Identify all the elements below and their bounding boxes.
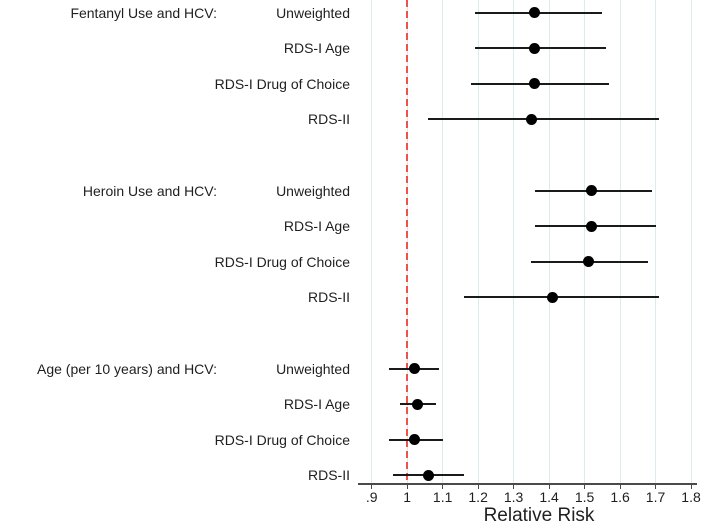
row-label: RDS-I Age <box>283 40 350 57</box>
axis-tick-label: 1 <box>403 489 412 505</box>
point-estimate-marker <box>408 363 420 375</box>
row-label: Unweighted <box>276 360 350 377</box>
axis-tick-label: 1.1 <box>432 489 453 505</box>
row-label: RDS-II <box>308 111 350 128</box>
row-label: RDS-I Age <box>283 218 350 235</box>
axis-tick-label: 1.3 <box>503 489 524 505</box>
row-label: RDS-II <box>308 467 350 484</box>
gridline <box>619 0 621 483</box>
row-label: RDS-I Drug of Choice <box>214 431 350 448</box>
axis-tick <box>584 484 586 489</box>
point-estimate-marker <box>586 185 598 197</box>
point-estimate-marker <box>529 78 541 90</box>
axis-tick <box>371 484 373 489</box>
axis-tick <box>406 484 408 489</box>
gridline <box>371 0 373 483</box>
confidence-interval-line <box>471 82 610 85</box>
x-axis-line <box>358 482 697 485</box>
point-estimate-marker <box>547 291 559 303</box>
point-estimate-marker <box>529 7 541 19</box>
axis-tick <box>655 484 657 489</box>
axis-tick <box>477 484 479 489</box>
row-label: Unweighted <box>276 4 350 21</box>
gridline <box>513 0 515 483</box>
point-estimate-marker <box>408 434 420 446</box>
reference-line <box>406 0 409 483</box>
axis-tick-label: 1.8 <box>681 489 701 505</box>
axis-tick <box>690 484 692 489</box>
confidence-interval-line <box>463 296 660 299</box>
point-estimate-marker <box>582 256 594 268</box>
axis-tick <box>619 484 621 489</box>
point-estimate-marker <box>529 42 541 54</box>
group-label: Age (per 10 years) and HCV: <box>36 360 217 377</box>
gridline <box>655 0 657 483</box>
gridline <box>584 0 586 483</box>
point-estimate-marker <box>422 469 434 481</box>
axis-tick-label: 1.7 <box>645 489 666 505</box>
row-label: RDS-I Drug of Choice <box>214 253 350 270</box>
row-label: RDS-I Age <box>283 396 350 413</box>
row-label: Unweighted <box>276 182 350 199</box>
gridline <box>477 0 479 483</box>
row-label: RDS-II <box>308 289 350 306</box>
group-label: Heroin Use and HCV: <box>82 182 217 199</box>
row-label: RDS-I Drug of Choice <box>214 75 350 92</box>
confidence-interval-line <box>428 118 660 121</box>
axis-tick <box>548 484 550 489</box>
axis-tick-label: 1.5 <box>574 489 595 505</box>
group-label: Fentanyl Use and HCV: <box>70 4 217 21</box>
axis-tick-label: 1.2 <box>468 489 488 505</box>
gridline <box>690 0 692 483</box>
gridline <box>442 0 444 483</box>
confidence-interval-line <box>474 47 606 50</box>
axis-tick-label: .9 <box>365 489 378 505</box>
axis-tick <box>513 484 515 489</box>
axis-tick-label: 1.4 <box>539 489 559 505</box>
point-estimate-marker <box>586 220 598 232</box>
point-estimate-marker <box>525 113 537 125</box>
x-axis-title: Relative Risk <box>483 505 595 526</box>
axis-tick <box>442 484 444 489</box>
axis-tick-label: 1.6 <box>610 489 630 505</box>
gridline <box>548 0 550 483</box>
point-estimate-marker <box>412 398 424 410</box>
